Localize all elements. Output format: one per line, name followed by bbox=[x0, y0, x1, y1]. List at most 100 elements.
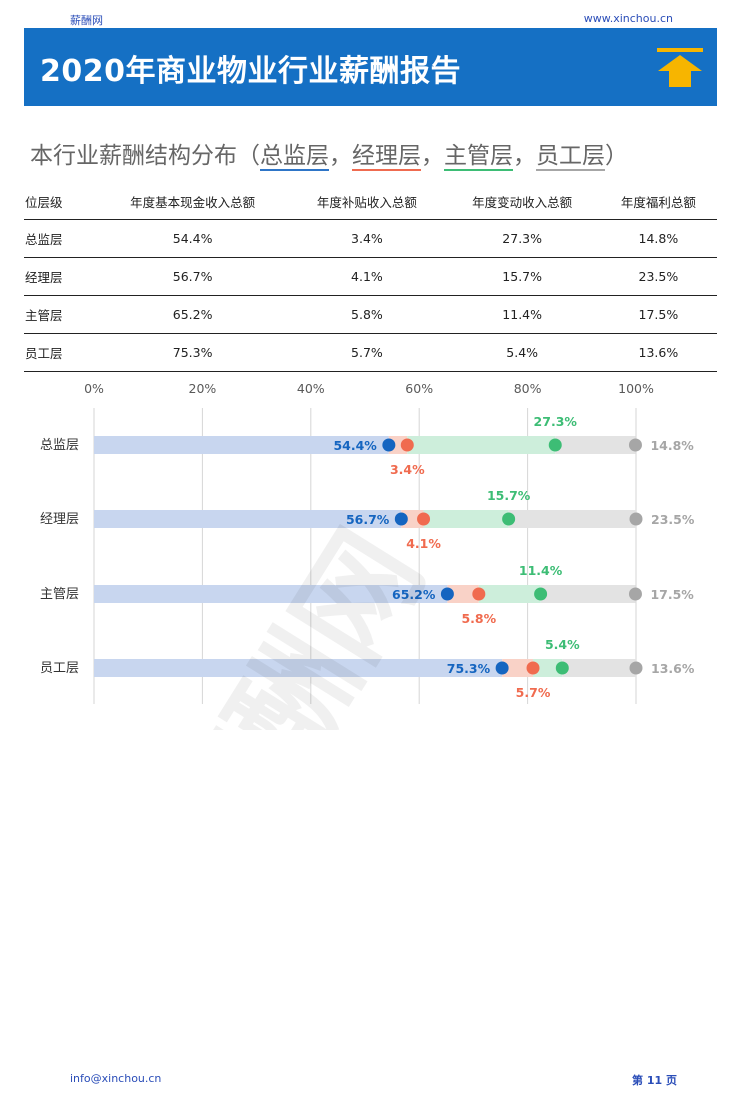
data-point bbox=[555, 661, 569, 675]
bar-segment bbox=[94, 659, 503, 677]
bar-segment bbox=[94, 585, 448, 603]
bar-segment bbox=[562, 659, 636, 677]
table-cell: 56.7% bbox=[96, 257, 290, 296]
data-point bbox=[382, 438, 396, 452]
site-url[interactable]: www.xinchou.cn bbox=[583, 12, 673, 25]
data-label: 54.4% bbox=[333, 438, 377, 453]
section-title-prefix: 本行业薪酬结构分布（ bbox=[30, 143, 260, 169]
table-cell: 65.2% bbox=[96, 295, 290, 334]
page-number: 第 11 页 bbox=[632, 1074, 677, 1087]
bar-segment bbox=[94, 510, 402, 528]
data-point bbox=[534, 587, 548, 601]
section-title-suffix: ） bbox=[605, 143, 628, 169]
data-point bbox=[502, 512, 516, 526]
table-cell: 总监层 bbox=[24, 219, 96, 258]
bar-segment bbox=[407, 436, 556, 454]
data-label: 15.7% bbox=[487, 488, 531, 503]
category-label: 主管层 bbox=[40, 587, 79, 602]
data-label: 3.4% bbox=[390, 462, 425, 477]
category-label: 经理层 bbox=[40, 512, 79, 527]
x-tick-label: 60% bbox=[405, 381, 433, 396]
data-point bbox=[417, 512, 431, 526]
title-separator: ， bbox=[513, 143, 536, 169]
column-header: 年度基本现金收入总额 bbox=[96, 183, 290, 220]
bar-segment bbox=[478, 585, 541, 603]
column-header: 年度补贴收入总额 bbox=[289, 183, 445, 220]
table-row: 经理层 56.7% 4.1% 15.7% 23.5% bbox=[24, 257, 717, 296]
data-label: 4.1% bbox=[406, 536, 441, 551]
footer-email[interactable]: info@xinchou.cn bbox=[70, 1072, 162, 1085]
data-label: 23.5% bbox=[651, 512, 695, 527]
title-separator: ， bbox=[329, 143, 352, 169]
salary-structure-chart: 0% 20% 40% 60% 80% 100% 总监层 54.4% 3.4% 27.3% 14.8%… bbox=[40, 381, 695, 730]
column-header: 位层级 bbox=[24, 183, 96, 220]
data-label: 5.7% bbox=[516, 685, 551, 700]
table-row: 总监层 54.4% 3.4% 27.3% 14.8% bbox=[24, 219, 717, 258]
data-label: 65.2% bbox=[392, 587, 436, 602]
table-cell: 75.3% bbox=[96, 333, 290, 372]
level-label-manager: 经理层 bbox=[352, 143, 421, 171]
table-cell: 14.8% bbox=[599, 219, 717, 258]
data-point bbox=[394, 512, 408, 526]
data-label: 11.4% bbox=[519, 563, 563, 578]
x-tick-label: 0% bbox=[84, 381, 104, 396]
bar-segment bbox=[401, 510, 424, 528]
bar-segment bbox=[508, 510, 636, 528]
table-cell: 3.4% bbox=[289, 219, 445, 258]
x-tick-label: 20% bbox=[189, 381, 217, 396]
column-header: 年度变动收入总额 bbox=[444, 183, 600, 220]
category-label: 员工层 bbox=[40, 661, 79, 676]
data-point bbox=[400, 438, 414, 452]
table-cell: 5.7% bbox=[289, 333, 445, 372]
data-point bbox=[548, 438, 562, 452]
level-label-staff: 员工层 bbox=[536, 143, 605, 171]
column-header: 年度福利总额 bbox=[599, 183, 717, 220]
table-cell: 17.5% bbox=[599, 295, 717, 334]
data-point bbox=[628, 438, 642, 452]
section-title: 本行业薪酬结构分布（总监层，经理层，主管层，员工层） bbox=[30, 136, 628, 171]
category-label: 总监层 bbox=[40, 438, 79, 453]
table-cell: 11.4% bbox=[444, 295, 600, 334]
bar-segment bbox=[423, 510, 509, 528]
level-label-supervisor: 主管层 bbox=[444, 143, 513, 171]
data-point bbox=[440, 587, 454, 601]
salary-structure-table: 位层级 年度基本现金收入总额 年度补贴收入总额 年度变动收入总额 年度福利总额 … bbox=[24, 183, 717, 372]
x-tick-label: 80% bbox=[514, 381, 542, 396]
table-cell: 4.1% bbox=[289, 257, 445, 296]
table-cell: 54.4% bbox=[96, 219, 290, 258]
x-tick-label: 100% bbox=[618, 381, 654, 396]
data-label: 5.4% bbox=[545, 637, 580, 652]
bar-segment bbox=[555, 436, 636, 454]
bar-segment bbox=[540, 585, 636, 603]
level-label-director: 总监层 bbox=[260, 143, 329, 171]
title-separator: ， bbox=[421, 143, 444, 169]
site-name[interactable]: 薪酬网 bbox=[70, 14, 103, 27]
table-cell: 23.5% bbox=[599, 257, 717, 296]
report-title: 2020年商业物业行业薪酬报告 bbox=[40, 54, 461, 89]
table-cell: 13.6% bbox=[599, 333, 717, 372]
bar-segment bbox=[502, 659, 534, 677]
data-label: 75.3% bbox=[447, 661, 491, 676]
data-point bbox=[472, 587, 486, 601]
table-cell: 主管层 bbox=[24, 295, 96, 334]
data-label: 27.3% bbox=[534, 414, 578, 429]
table-cell: 经理层 bbox=[24, 257, 96, 296]
bar-segment bbox=[94, 436, 389, 454]
table-cell: 15.7% bbox=[444, 257, 600, 296]
table-cell: 员工层 bbox=[24, 333, 96, 372]
data-point bbox=[628, 587, 642, 601]
table-row: 员工层 75.3% 5.7% 5.4% 13.6% bbox=[24, 333, 717, 372]
table-cell: 5.8% bbox=[289, 295, 445, 334]
bar-segment bbox=[533, 659, 563, 677]
data-point bbox=[495, 661, 509, 675]
data-point bbox=[526, 661, 540, 675]
table-row: 主管层 65.2% 5.8% 11.4% 17.5% bbox=[24, 295, 717, 334]
back-to-top-icon[interactable] bbox=[657, 48, 703, 88]
data-label: 56.7% bbox=[346, 512, 390, 527]
x-tick-label: 40% bbox=[297, 381, 325, 396]
data-point bbox=[629, 512, 643, 526]
data-label: 17.5% bbox=[650, 587, 694, 602]
data-label: 5.8% bbox=[461, 611, 496, 626]
data-label: 13.6% bbox=[651, 661, 695, 676]
table-header-row: 位层级 年度基本现金收入总额 年度补贴收入总额 年度变动收入总额 年度福利总额 bbox=[24, 183, 717, 220]
